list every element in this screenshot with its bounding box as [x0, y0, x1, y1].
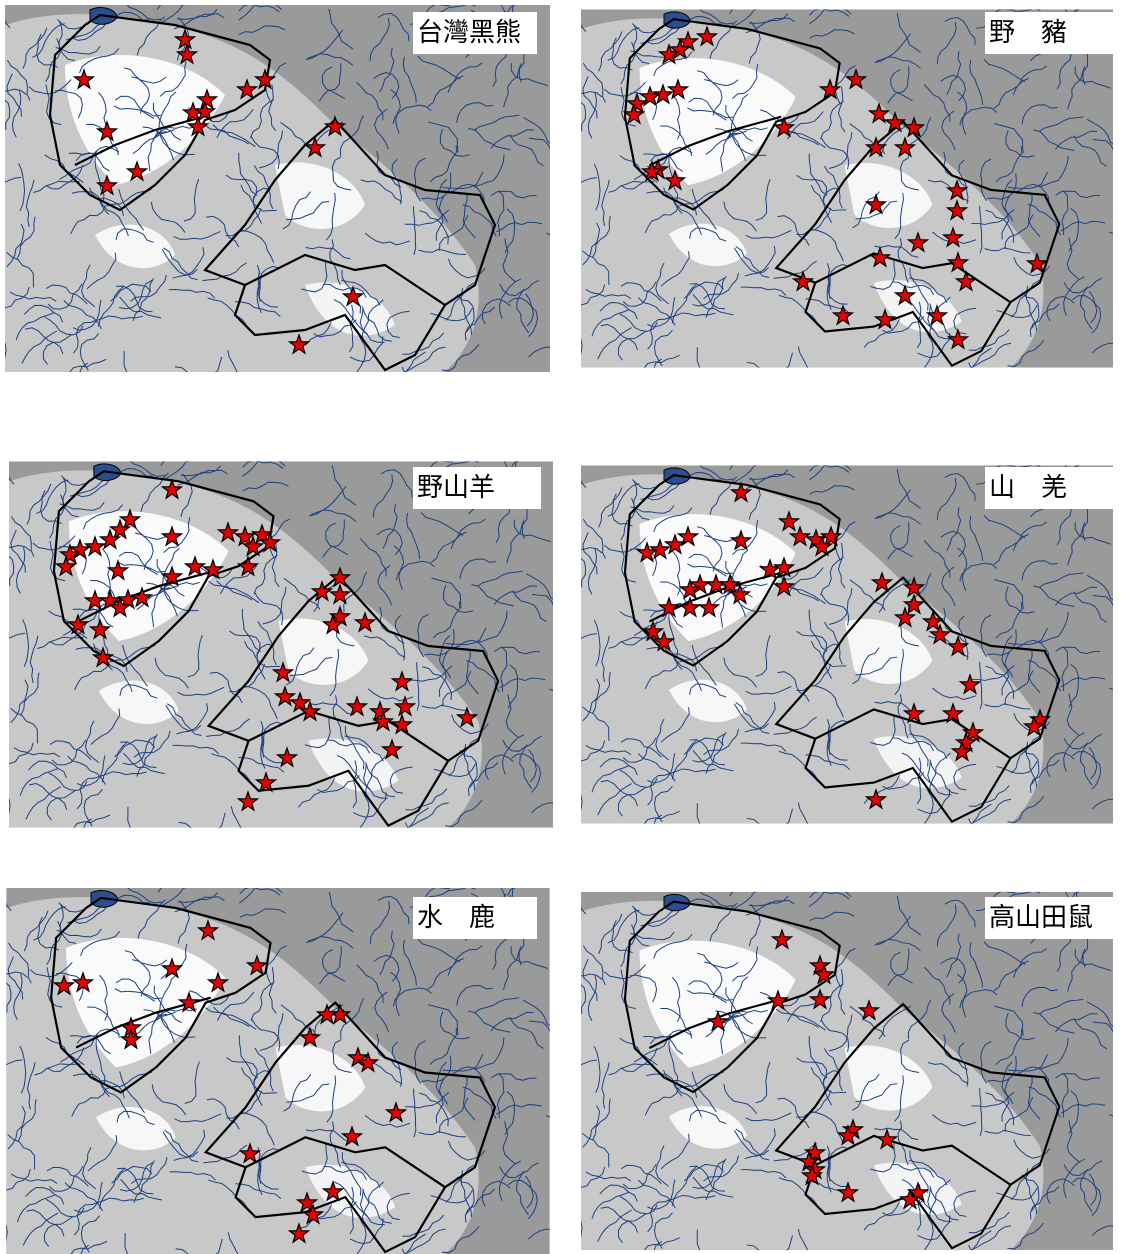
species-label: 台灣黑熊 [417, 18, 521, 48]
map-figure: 台灣黑熊 野 豬野山羊 山 羌水 鹿 高山田鼠 [0, 0, 1124, 1254]
map-panel: 野 豬 [558, 0, 1124, 399]
species-label: 高山田鼠 [989, 903, 1093, 933]
map-panel: 高山田鼠 [558, 856, 1124, 1254]
figure: 台灣黑熊 野 豬野山羊 山 羌水 鹿 高山田鼠 [0, 0, 1124, 1254]
map-panel: 野山羊 [0, 424, 592, 859]
base-map [558, 0, 1124, 399]
map-panel: 台灣黑熊 [0, 0, 590, 404]
map-panel: 水 鹿 [0, 851, 589, 1254]
species-label: 水 鹿 [417, 903, 495, 933]
species-label: 山 羌 [989, 473, 1067, 503]
species-label: 野山羊 [417, 473, 495, 503]
species-label: 野 豬 [989, 18, 1067, 48]
map-panel: 山 羌 [558, 429, 1124, 855]
